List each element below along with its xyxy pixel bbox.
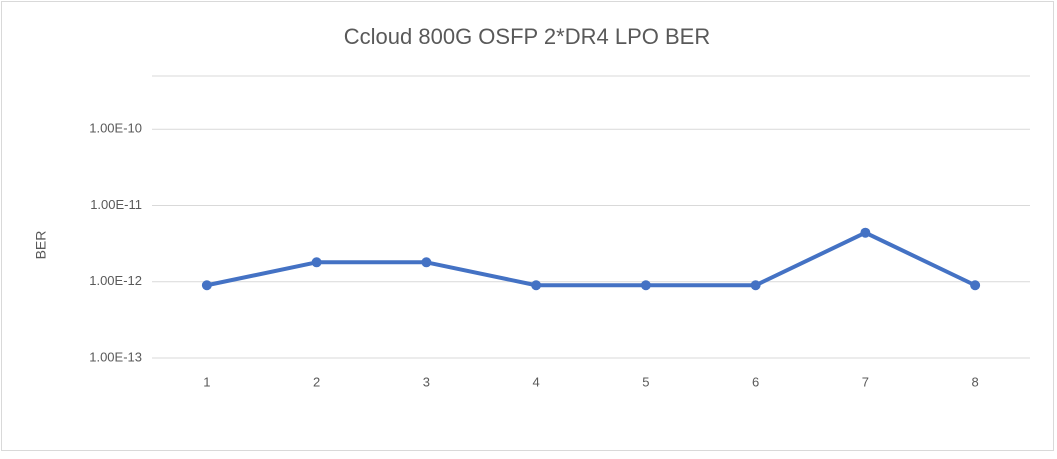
data-point [640, 280, 651, 291]
x-tick-label: 1 [203, 374, 210, 389]
y-tick-label: 1.00E-10 [89, 121, 142, 136]
data-point [201, 280, 212, 291]
y-tick-label: 1.00E-11 [90, 197, 142, 212]
data-point [860, 227, 871, 238]
chart-border [1, 1, 1054, 451]
x-tick-label: 3 [423, 374, 430, 389]
x-tick-label: 8 [972, 374, 979, 389]
data-point [750, 280, 761, 291]
x-tick-label: 6 [752, 374, 759, 389]
x-tick-label: 7 [862, 374, 869, 389]
data-point [311, 257, 322, 268]
y-axis-label: BER [33, 231, 49, 260]
data-point [970, 280, 981, 291]
data-point [531, 280, 542, 291]
x-tick-label: 5 [642, 374, 649, 389]
chart-title: Ccloud 800G OSFP 2*DR4 LPO BER [344, 24, 710, 49]
x-tick-label: 4 [533, 374, 540, 389]
y-tick-label: 1.00E-13 [89, 349, 142, 364]
x-tick-label: 2 [313, 374, 320, 389]
series-line [206, 230, 976, 288]
data-point [421, 257, 432, 268]
y-tick-label: 1.00E-12 [89, 273, 142, 288]
